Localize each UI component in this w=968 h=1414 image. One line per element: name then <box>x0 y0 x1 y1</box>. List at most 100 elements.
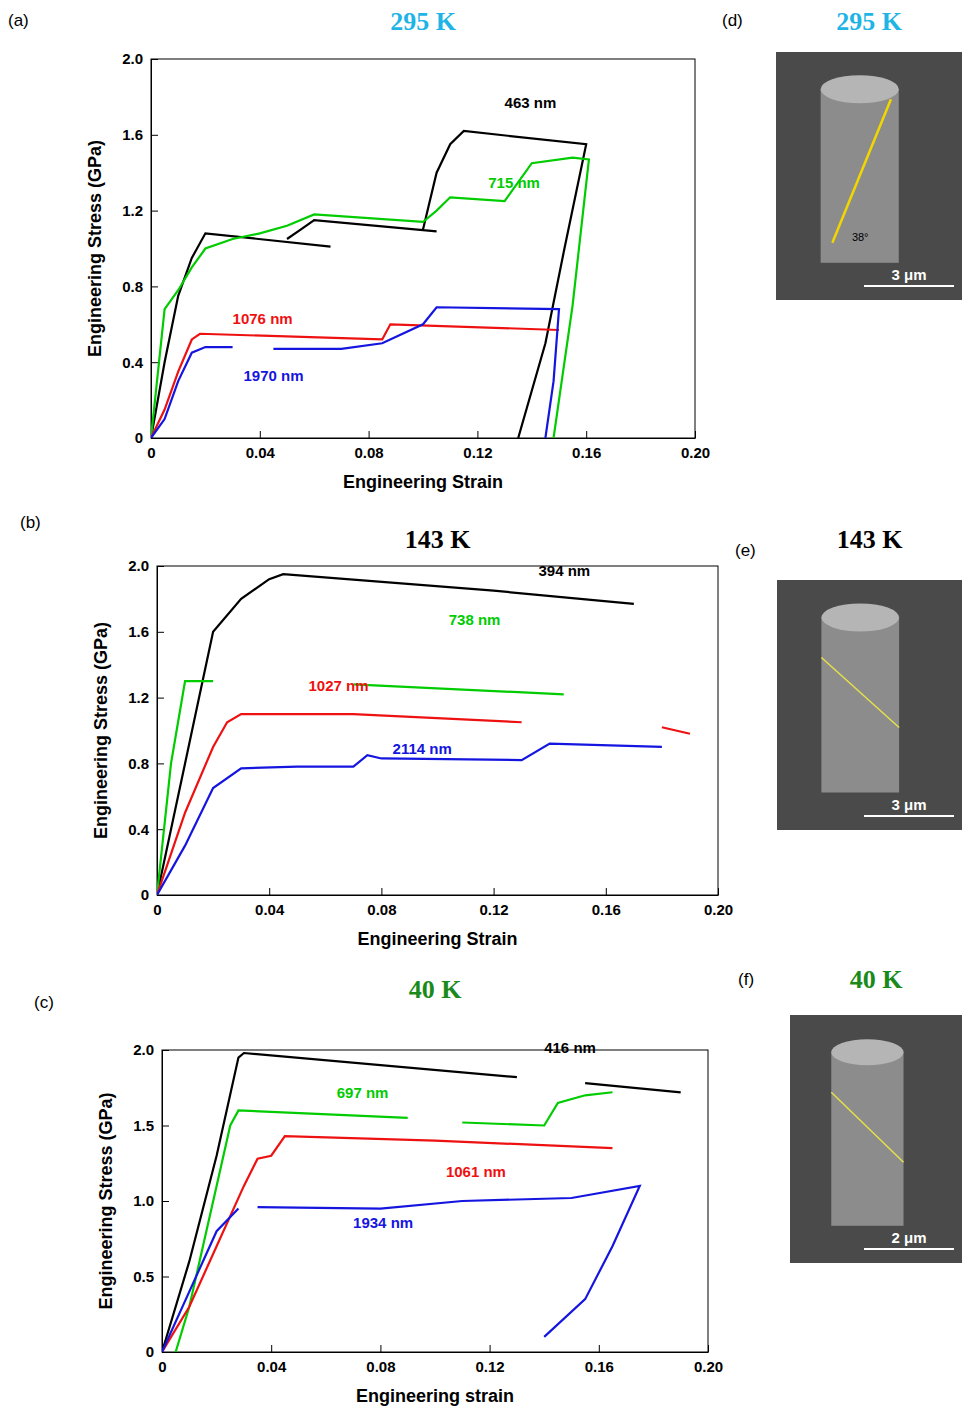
x-tick: 0.04 <box>257 1345 287 1375</box>
scale-bar-label: 3 μm <box>891 266 926 283</box>
x-tick: 0.08 <box>367 888 396 918</box>
series-label: 1076 nm <box>233 310 293 327</box>
y-tick-mark <box>162 1126 169 1127</box>
series-line <box>176 1092 613 1352</box>
x-tick: 0.12 <box>463 431 492 461</box>
series-label: 2114 nm <box>393 740 452 757</box>
x-tick-mark <box>269 888 270 895</box>
series-label: 738 nm <box>449 611 501 628</box>
y-tick: 0.4 <box>128 821 164 838</box>
x-tick: 0.20 <box>704 888 733 918</box>
series-line <box>157 714 690 895</box>
y-tick-label: 0.4 <box>122 354 144 371</box>
chart-panel: 00.040.080.120.160.2000.51.01.52.0416 nm… <box>34 975 723 1406</box>
x-tick-mark <box>381 888 382 895</box>
x-tick-label: 0.20 <box>694 1358 723 1375</box>
chart-panel: 00.040.080.120.160.2000.40.81.21.62.0394… <box>20 513 733 949</box>
y-axis-title: Engineering Stress (GPa) <box>91 622 111 839</box>
y-tick-label: 2.0 <box>133 1041 154 1058</box>
x-tick-mark <box>718 888 719 895</box>
y-tick-label: 0.8 <box>122 278 143 295</box>
x-tick-label: 0.04 <box>257 1358 287 1375</box>
x-tick-mark <box>606 888 607 895</box>
y-axis-line <box>157 567 158 896</box>
scale-bar-label: 2 μm <box>891 1229 926 1246</box>
scale-bar <box>864 285 954 287</box>
y-tick-mark <box>151 362 158 363</box>
angle-label: 38° <box>852 231 869 243</box>
scale-bar <box>864 1248 954 1250</box>
x-tick-mark <box>369 431 370 438</box>
image-title: 295 K <box>836 7 903 36</box>
x-tick-label: 0 <box>158 1358 166 1375</box>
y-tick-mark <box>157 698 164 699</box>
chart-title: 143 K <box>405 525 472 554</box>
x-tick-mark <box>695 431 696 438</box>
y-tick-label: 1.5 <box>133 1117 154 1134</box>
y-tick-mark <box>162 1277 169 1278</box>
y-tick: 0.8 <box>122 278 158 295</box>
series-line <box>157 681 564 895</box>
y-tick-mark <box>157 566 164 567</box>
x-axis: 00.040.080.120.160.20 <box>147 431 710 461</box>
series-line <box>157 744 662 895</box>
x-tick-mark <box>586 431 587 438</box>
image-panel: 2 μm40 K(f) <box>738 965 962 1263</box>
x-axis-line <box>158 895 719 896</box>
x-tick-label: 0.08 <box>366 1358 395 1375</box>
y-tick-mark <box>157 763 164 764</box>
y-tick-mark <box>151 211 158 212</box>
x-axis-title: Engineering Strain <box>343 472 503 492</box>
y-tick: 1.5 <box>133 1117 169 1134</box>
micrograph <box>776 52 962 300</box>
y-tick-label: 0 <box>135 429 143 446</box>
series-label: 463 nm <box>505 94 557 111</box>
series-label: 1934 nm <box>353 1214 413 1231</box>
series-label: 416 nm <box>544 1039 596 1056</box>
y-tick-mark <box>151 286 158 287</box>
x-tick: 0.12 <box>479 888 508 918</box>
scale-bar <box>864 815 954 817</box>
panel-label: (d) <box>722 11 743 30</box>
pillar-body <box>831 1052 903 1226</box>
x-tick-label: 0.04 <box>246 444 276 461</box>
x-tick: 0.20 <box>694 1345 723 1375</box>
y-tick-label: 1.6 <box>122 126 143 143</box>
pillar-body <box>821 89 899 263</box>
y-tick: 1.6 <box>128 623 164 640</box>
y-tick-label: 2.0 <box>128 557 149 574</box>
y-tick: 1.6 <box>122 126 158 143</box>
y-tick: 1.0 <box>133 1192 169 1209</box>
y-tick-label: 0.5 <box>133 1268 154 1285</box>
y-tick: 2.0 <box>122 50 158 67</box>
x-tick: 0.08 <box>354 431 383 461</box>
figure: 0 0.04 0.08 0.12 0.16 0.20 0 0.4 0.8 1.2 1.6 2.0 463… <box>0 0 968 1414</box>
y-tick-mark <box>151 438 158 439</box>
y-tick-label: 1.2 <box>122 202 143 219</box>
series-line <box>162 1186 640 1352</box>
series-group <box>162 1053 681 1352</box>
x-tick: 0.04 <box>255 888 285 918</box>
x-axis-title: Engineering Strain <box>357 929 517 949</box>
x-tick-label: 0.12 <box>479 901 508 918</box>
panel-label: (e) <box>735 541 756 560</box>
scale-bar-label: 3 μm <box>891 796 926 813</box>
x-axis: 00.040.080.120.160.20 <box>158 1345 723 1375</box>
x-tick-label: 0.16 <box>592 901 621 918</box>
x-tick-label: 0.12 <box>475 1358 504 1375</box>
y-axis: 00.51.01.52.0 <box>133 1041 169 1360</box>
series-line <box>157 574 634 895</box>
y-tick-label: 2.0 <box>122 50 143 67</box>
series-label: 1061 nm <box>446 1163 506 1180</box>
x-tick-mark <box>477 431 478 438</box>
y-tick-mark <box>151 59 158 60</box>
series-label: 697 nm <box>337 1084 389 1101</box>
x-tick-label: 0.08 <box>354 444 383 461</box>
plot-frame <box>162 1050 708 1352</box>
y-axis-title: Engineering Stress (GPa) <box>85 140 105 357</box>
chart-title: 295 K <box>390 7 457 36</box>
y-axis-title: Engineering Stress (GPa) <box>96 1092 116 1309</box>
x-tick-label: 0 <box>147 444 155 461</box>
y-axis-line <box>151 60 152 439</box>
x-tick-label: 0.08 <box>367 901 396 918</box>
